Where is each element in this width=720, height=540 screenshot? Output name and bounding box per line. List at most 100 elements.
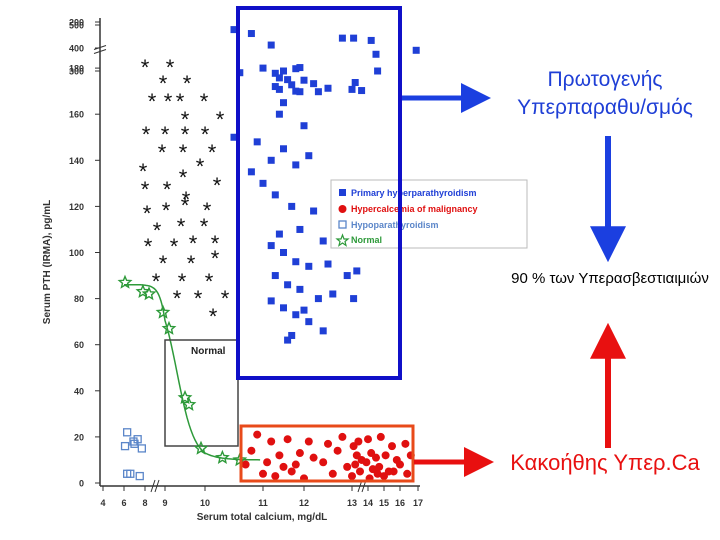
- asterisk-mark: *: [141, 177, 150, 202]
- malignancy-point: [324, 439, 332, 448]
- primary-hyperpara-point: [280, 304, 287, 312]
- hypopara-point: [130, 439, 139, 448]
- y-tick-label: 300: [69, 67, 84, 77]
- asterisk-mark: *: [139, 159, 148, 184]
- primary-hyperpara-point: [280, 249, 287, 256]
- asterisk-mark: *: [176, 89, 185, 114]
- legend-marker-normal: [335, 233, 350, 247]
- legend-entry-primary: Primary hyperparathyroidism: [351, 188, 477, 198]
- legend-entry-hypopara: Hypoparathyroidism: [351, 220, 439, 230]
- hypopara-point: [126, 469, 135, 478]
- x-axis-break: [150, 479, 156, 493]
- malignancy-point: [304, 437, 313, 446]
- normal-point: [193, 440, 209, 455]
- normal-point: [141, 286, 157, 301]
- primary-hyperpara-point: [271, 272, 279, 280]
- malignancy-point: [375, 462, 384, 471]
- normal-point: [214, 449, 230, 464]
- primary-highlight-box: [236, 6, 402, 380]
- malignancy-point: [241, 460, 250, 469]
- normal-point: [181, 396, 197, 411]
- primary-hyperpara-point: [296, 88, 304, 96]
- primary-hyperpara-point: [351, 79, 359, 86]
- primary-hyperpara-point: [348, 85, 356, 93]
- asterisk-mark: *: [159, 251, 168, 276]
- y-tick-label: 0: [79, 479, 84, 489]
- asterisk-mark: *: [153, 218, 162, 243]
- primary-hyperpara-point: [353, 267, 361, 275]
- primary-hyperpara-point: [305, 318, 313, 326]
- primary-hyperpara-point: [275, 74, 283, 82]
- normal-fit-curve: [124, 284, 261, 461]
- primary-hyperpara-point: [343, 272, 351, 280]
- primary-hyperpara-point: [292, 161, 300, 169]
- asterisk-mark: *: [141, 55, 150, 80]
- malignancy-point: [283, 435, 292, 444]
- malignancy-point: [247, 446, 256, 455]
- primary-hyperpara-point: [296, 225, 304, 233]
- y-tick-label: 160: [69, 110, 84, 120]
- y-axis-break: [93, 49, 107, 54]
- malignancy-point: [267, 437, 276, 446]
- primary-hyperpara-point: [329, 290, 337, 298]
- asterisk-mark: *: [181, 107, 190, 132]
- x-tick-label: 16: [395, 498, 405, 508]
- malignancy-point: [338, 432, 347, 441]
- primary-hyperpara-point: [275, 230, 283, 238]
- y-tick-label: 20: [74, 432, 84, 442]
- x-tick-label: 8: [142, 498, 147, 508]
- x-tick-label: 10: [200, 498, 210, 508]
- primary-hyperpara-point: [292, 65, 300, 73]
- primary-hyperpara-point: [412, 46, 420, 54]
- asterisk-mark: *: [189, 231, 198, 256]
- primary-hyperpara-point: [300, 306, 308, 314]
- hypopara-point: [135, 471, 144, 481]
- x-axis-break: [154, 479, 160, 493]
- primary-hyperpara-point: [259, 179, 267, 187]
- malignancy-point: [354, 437, 363, 446]
- primary-hyperpara-point: [280, 67, 287, 75]
- primary-hyperpara-point: [292, 87, 300, 95]
- primary-hyperpara-point: [288, 331, 296, 339]
- primary-hyperpara-point: [267, 242, 275, 250]
- y-tick-label: 60: [74, 340, 84, 350]
- asterisk-mark: *: [178, 269, 187, 294]
- primary-hyperpara-point: [230, 26, 238, 34]
- asterisk-mark: *: [181, 193, 190, 218]
- primary-hyperpara-point: [267, 297, 275, 305]
- asterisk-mark: *: [181, 122, 190, 147]
- asterisk-mark: *: [142, 122, 151, 147]
- asterisk-mark: *: [194, 286, 203, 311]
- asterisk-mark: *: [201, 122, 210, 147]
- legend-marker-hypopara: [338, 220, 347, 229]
- malignancy-point: [362, 458, 371, 467]
- normal-point: [161, 320, 177, 335]
- primary-hyperpara-point: [358, 87, 366, 95]
- primary-hyperpara-point: [292, 258, 300, 266]
- hypopara-point: [120, 441, 130, 451]
- y-tick-label: 40: [74, 386, 84, 396]
- malignancy-point: [389, 467, 398, 476]
- malignancy-label: Κακοήθης Υπερ.Ca: [510, 450, 700, 475]
- y-tick-label: 500: [69, 21, 84, 31]
- primary-hyperpara-point: [280, 145, 287, 153]
- primary-hyperpara-point: [310, 80, 318, 88]
- asterisk-mark: *: [179, 165, 188, 190]
- asterisk-mark: *: [161, 122, 170, 147]
- legend: Primary hyperparathyroidism Hypercalcemi…: [330, 179, 528, 249]
- malignancy-point: [372, 453, 380, 462]
- malignancy-point: [403, 469, 412, 478]
- asterisk-mark: *: [177, 214, 186, 239]
- y-tick-label: 120: [69, 202, 84, 212]
- asterisk-mark: *: [148, 89, 157, 114]
- asterisk-mark: *: [182, 187, 191, 212]
- normal-box-label: Normal: [191, 346, 226, 357]
- primary-hyperpara-point: [338, 34, 346, 42]
- asterisk-mark: *: [211, 231, 220, 256]
- malignancy-point: [376, 432, 385, 441]
- primary-hyperpara-point: [275, 85, 283, 93]
- asterisk-mark: *: [152, 269, 161, 294]
- normal-point: [135, 283, 151, 298]
- asterisk-mark: *: [208, 140, 217, 165]
- primary-hyperpara-point: [324, 84, 332, 92]
